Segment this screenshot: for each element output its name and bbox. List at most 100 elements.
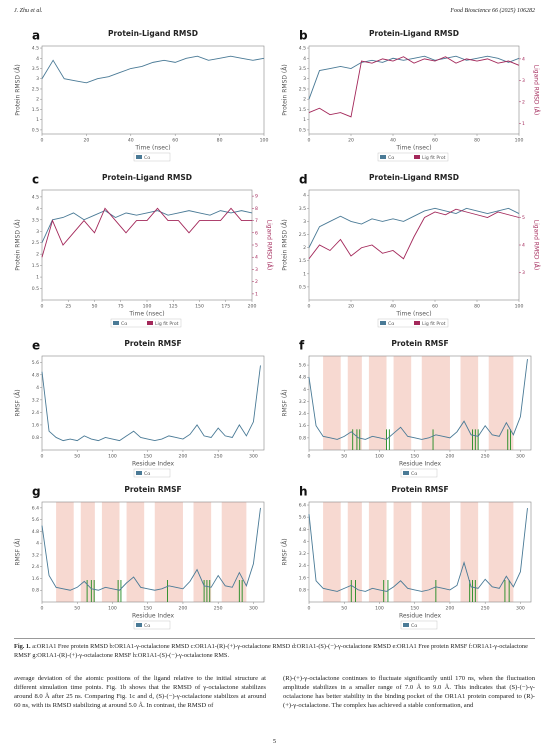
- y2-tick-label: 5: [522, 215, 525, 221]
- legend-box: [400, 620, 438, 630]
- series-line: [41, 210, 253, 243]
- y-tick-label: 4: [303, 387, 306, 393]
- plot-frame: [308, 501, 532, 603]
- x-tick-label: 0: [308, 138, 311, 144]
- y-tick-label: 3.2: [299, 551, 306, 557]
- y2-tick-label: 4: [255, 255, 258, 261]
- y-tick-label: 4: [36, 56, 39, 62]
- chart: b Protein-Ligand RMSD 0 20 40 60 80 100 0.5 1 1.5 2…: [282, 29, 540, 162]
- header-journal: Food Bioscience 66 (2025) 106282: [450, 8, 535, 14]
- legend-box: [377, 152, 449, 162]
- y-tick-label: 1: [303, 271, 306, 277]
- y-axis-label: Protein RMSD (Å): [15, 219, 22, 270]
- x-tick-label: 50: [74, 454, 80, 460]
- x-tick-label: 150: [143, 454, 152, 460]
- y-tick-label: 1.5: [32, 107, 39, 113]
- x-tick-label: 100: [260, 138, 269, 144]
- x-tick-label: 80: [474, 304, 480, 310]
- page-number: 5: [272, 738, 277, 745]
- x-tick-label: 150: [195, 304, 204, 310]
- y-tick-label: 4: [36, 385, 39, 391]
- structure-band: [368, 356, 387, 450]
- y-tick-label: 2.4: [32, 564, 39, 570]
- y-tick-label: 2: [303, 245, 306, 251]
- y-tick-label: 4.8: [299, 527, 306, 533]
- x-tick-label: 80: [217, 138, 223, 144]
- y2-tick-label: 9: [255, 194, 258, 200]
- x-tick-label: 75: [118, 304, 124, 310]
- panel-label: g: [32, 485, 41, 499]
- y-tick-label: 4.5: [299, 46, 306, 52]
- x-tick-label: 40: [390, 138, 396, 144]
- y-tick-label: 3: [303, 76, 306, 82]
- y-tick-label: 1.6: [299, 575, 306, 581]
- series-line: [308, 508, 528, 592]
- x-tick-label: 20: [83, 138, 89, 144]
- panel-label: h: [299, 485, 308, 499]
- y2-tick-label: 3: [522, 78, 525, 84]
- y-tick-label: 3: [36, 229, 39, 235]
- x-tick-label: 250: [214, 606, 223, 612]
- y-tick-label: 1.6: [32, 422, 39, 428]
- series-line: [308, 55, 520, 100]
- y-axis-label: RMSF (Å): [282, 389, 289, 416]
- structure-band: [154, 502, 183, 602]
- x-axis-label: Time (nsec): [395, 145, 431, 152]
- y2-tick-label: 3: [522, 270, 525, 276]
- legend-box: [377, 318, 449, 328]
- structure-band: [460, 502, 479, 602]
- x-axis-label: Time (nsec): [134, 145, 170, 152]
- x-tick-label: 50: [341, 606, 347, 612]
- structure-band: [368, 502, 387, 602]
- plot-frame: [41, 355, 265, 451]
- x-tick-label: 20: [348, 138, 354, 144]
- y2-tick-label: 8: [255, 206, 258, 212]
- x-tick-label: 200: [446, 606, 455, 612]
- x-tick-label: 25: [65, 304, 71, 310]
- x-tick-label: 0: [308, 606, 311, 612]
- y-tick-label: 1.5: [299, 107, 306, 113]
- y-tick-label: 1: [303, 117, 306, 123]
- caption-text: a:OR1A1 Free protein RMSD b:OR1A1-γ-octa…: [14, 643, 528, 659]
- legend-box: [110, 318, 182, 328]
- y-tick-label: 0.8: [299, 587, 306, 593]
- y-tick-label: 0.5: [32, 127, 39, 133]
- chart: f Protein RMSF 0 50 100 150 200 250 300 0.8 1.6 2.4…: [282, 339, 532, 478]
- plot-frame: [41, 189, 253, 301]
- legend-box: [133, 468, 171, 478]
- y-tick-label: 5.6: [299, 363, 306, 369]
- legend-label: Cα: [144, 623, 150, 629]
- x-axis-label: Time (nsec): [128, 311, 164, 318]
- y-tick-label: 0.5: [299, 127, 306, 133]
- y2-tick-label: 5: [255, 243, 258, 249]
- plot-frame: [308, 45, 520, 135]
- structure-band: [421, 356, 450, 450]
- y-tick-label: 3.2: [32, 397, 39, 403]
- header-authors: J. Zhu et al.: [14, 8, 43, 14]
- structure-band: [101, 502, 120, 602]
- caption-label: Fig. 1.: [14, 643, 31, 650]
- series-line: [41, 365, 261, 442]
- caption: Fig. 1. a:OR1A1 Free protein RMSD b:OR1A…: [14, 643, 535, 660]
- x-axis-label: Time (nsec): [395, 311, 431, 318]
- x-tick-label: 50: [92, 304, 98, 310]
- x-tick-label: 20: [348, 304, 354, 310]
- x-tick-label: 100: [108, 454, 117, 460]
- y-tick-label: 4.8: [32, 372, 39, 378]
- legend-label: Cα: [388, 321, 394, 327]
- x-tick-label: 0: [41, 304, 44, 310]
- x-tick-label: 150: [143, 606, 152, 612]
- legend-swatch: [414, 321, 420, 325]
- legend-swatch: [380, 155, 386, 159]
- y2-tick-label: 3: [255, 267, 258, 273]
- y-tick-label: 3.5: [299, 206, 306, 212]
- x-tick-label: 0: [308, 304, 311, 310]
- body-left: average deviation of the atomic position…: [14, 675, 266, 709]
- legend-box: [133, 152, 171, 162]
- legend-swatch: [380, 321, 386, 325]
- legend-swatch: [403, 623, 409, 627]
- structure-band: [460, 356, 479, 450]
- panel-label: e: [32, 339, 40, 353]
- y-tick-label: 4.5: [32, 46, 39, 52]
- y-tick-label: 3: [303, 219, 306, 225]
